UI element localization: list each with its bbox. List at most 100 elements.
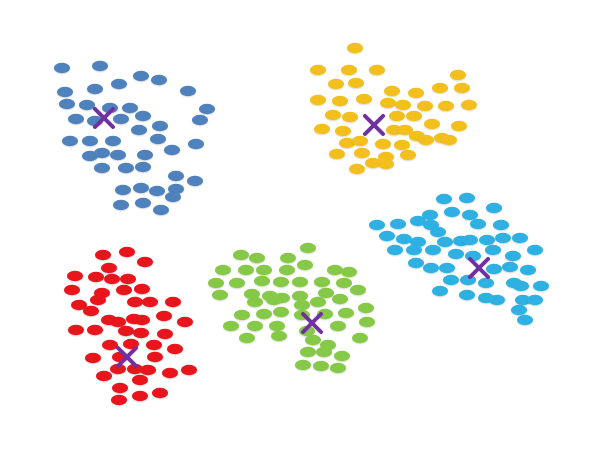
- data-point: [135, 161, 151, 173]
- data-point: [68, 113, 84, 125]
- data-point: [517, 314, 533, 326]
- data-point: [133, 70, 149, 82]
- data-point: [394, 139, 410, 151]
- data-point: [110, 363, 126, 375]
- data-point: [87, 324, 103, 336]
- data-point: [256, 264, 272, 276]
- data-point: [330, 362, 346, 374]
- data-point: [386, 124, 402, 136]
- data-point: [292, 290, 308, 302]
- data-point: [79, 99, 95, 111]
- data-point: [113, 199, 129, 211]
- data-point: [271, 330, 287, 342]
- data-point: [112, 382, 128, 394]
- data-point: [118, 325, 134, 337]
- data-point: [57, 86, 73, 98]
- data-point: [493, 219, 509, 231]
- data-point: [94, 147, 110, 159]
- data-point: [127, 363, 143, 375]
- data-point: [330, 320, 346, 332]
- data-point: [336, 277, 352, 289]
- data-point: [192, 114, 208, 126]
- data-point: [247, 320, 263, 332]
- data-point: [168, 183, 184, 195]
- data-point: [459, 192, 475, 204]
- data-point: [406, 244, 422, 256]
- data-point: [140, 364, 156, 376]
- data-point: [68, 324, 84, 336]
- data-point: [164, 144, 180, 156]
- data-point: [443, 274, 459, 286]
- data-point: [352, 332, 368, 344]
- data-point: [356, 93, 372, 105]
- data-point: [132, 390, 148, 402]
- data-point: [165, 191, 181, 203]
- data-point: [212, 289, 228, 301]
- data-point: [238, 264, 254, 276]
- data-point: [120, 273, 136, 285]
- data-point: [67, 270, 83, 282]
- data-point: [350, 284, 366, 296]
- data-point: [247, 296, 263, 308]
- data-point: [83, 305, 99, 317]
- data-point: [316, 346, 332, 358]
- data-point: [96, 370, 112, 382]
- data-point: [470, 218, 486, 230]
- data-point: [59, 98, 75, 110]
- data-point: [369, 219, 385, 231]
- data-point: [422, 209, 438, 221]
- cluster-5: [208, 242, 375, 374]
- data-point: [239, 332, 255, 344]
- data-point: [152, 387, 168, 399]
- data-point: [305, 334, 321, 346]
- data-point: [82, 135, 98, 147]
- data-point: [147, 351, 163, 363]
- cluster-2: [310, 42, 477, 175]
- data-point: [180, 85, 196, 97]
- data-point: [314, 276, 330, 288]
- data-point: [229, 277, 245, 289]
- data-point: [479, 234, 495, 246]
- data-point: [408, 87, 424, 99]
- data-point: [71, 299, 87, 311]
- data-point: [132, 374, 148, 386]
- data-point: [82, 150, 98, 162]
- data-point: [102, 339, 118, 351]
- data-point: [62, 135, 78, 147]
- data-point: [459, 289, 475, 301]
- data-point: [234, 309, 250, 321]
- data-point: [502, 261, 518, 273]
- data-point: [448, 248, 464, 260]
- data-point: [153, 204, 169, 216]
- data-point: [318, 287, 334, 299]
- data-point: [104, 273, 120, 285]
- data-point: [116, 284, 132, 296]
- data-point: [244, 288, 260, 300]
- data-point: [389, 110, 405, 122]
- data-point: [310, 64, 326, 76]
- data-point: [133, 182, 149, 194]
- data-point: [436, 193, 452, 205]
- cluster-4: [64, 246, 197, 406]
- data-point: [85, 352, 101, 364]
- data-point: [295, 359, 311, 371]
- data-point: [54, 62, 70, 74]
- data-point: [249, 252, 265, 264]
- data-point: [300, 242, 316, 254]
- data-point: [533, 280, 549, 292]
- data-point: [359, 316, 375, 328]
- data-point: [215, 264, 231, 276]
- centroid-marker: [363, 114, 385, 136]
- data-point: [334, 350, 350, 362]
- data-point: [327, 264, 343, 276]
- data-point: [292, 276, 308, 288]
- data-point: [423, 262, 439, 274]
- centroid-marker: [116, 346, 138, 368]
- data-point: [266, 294, 282, 306]
- data-point: [460, 274, 476, 286]
- data-point: [167, 343, 183, 355]
- data-point: [495, 232, 511, 244]
- data-point: [358, 302, 374, 314]
- data-point: [223, 320, 239, 332]
